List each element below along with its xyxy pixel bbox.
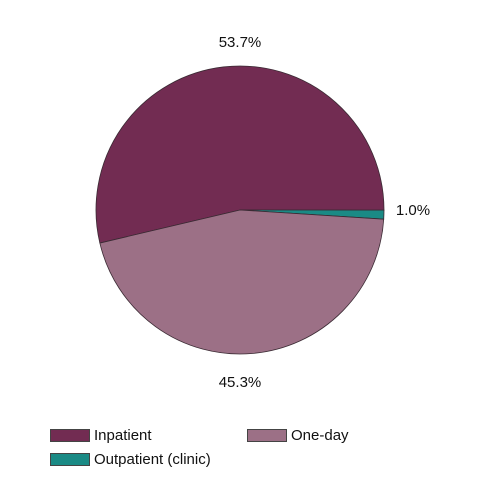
legend-label-inpatient: Inpatient	[94, 427, 152, 444]
data-label-one-day: 45.3%	[219, 374, 262, 391]
data-label-inpatient: 53.7%	[219, 34, 262, 51]
legend-swatch-inpatient	[50, 429, 90, 442]
data-label-outpatient-clinic: 1.0%	[396, 202, 430, 219]
pie-slice-inpatient	[95, 65, 385, 244]
legend-item-one-day: One-day	[247, 427, 349, 444]
legend-item-inpatient: Inpatient	[50, 427, 152, 444]
legend-swatch-outpatient-clinic	[50, 453, 90, 466]
legend-label-one-day: One-day	[291, 427, 349, 444]
chart-legend: Inpatient One-day Outpatient (clinic)	[50, 427, 450, 477]
legend-item-outpatient-clinic: Outpatient (clinic)	[50, 451, 211, 468]
legend-label-outpatient-clinic: Outpatient (clinic)	[94, 451, 211, 468]
pie-slice-one-day	[99, 209, 385, 355]
legend-swatch-one-day	[247, 429, 287, 442]
